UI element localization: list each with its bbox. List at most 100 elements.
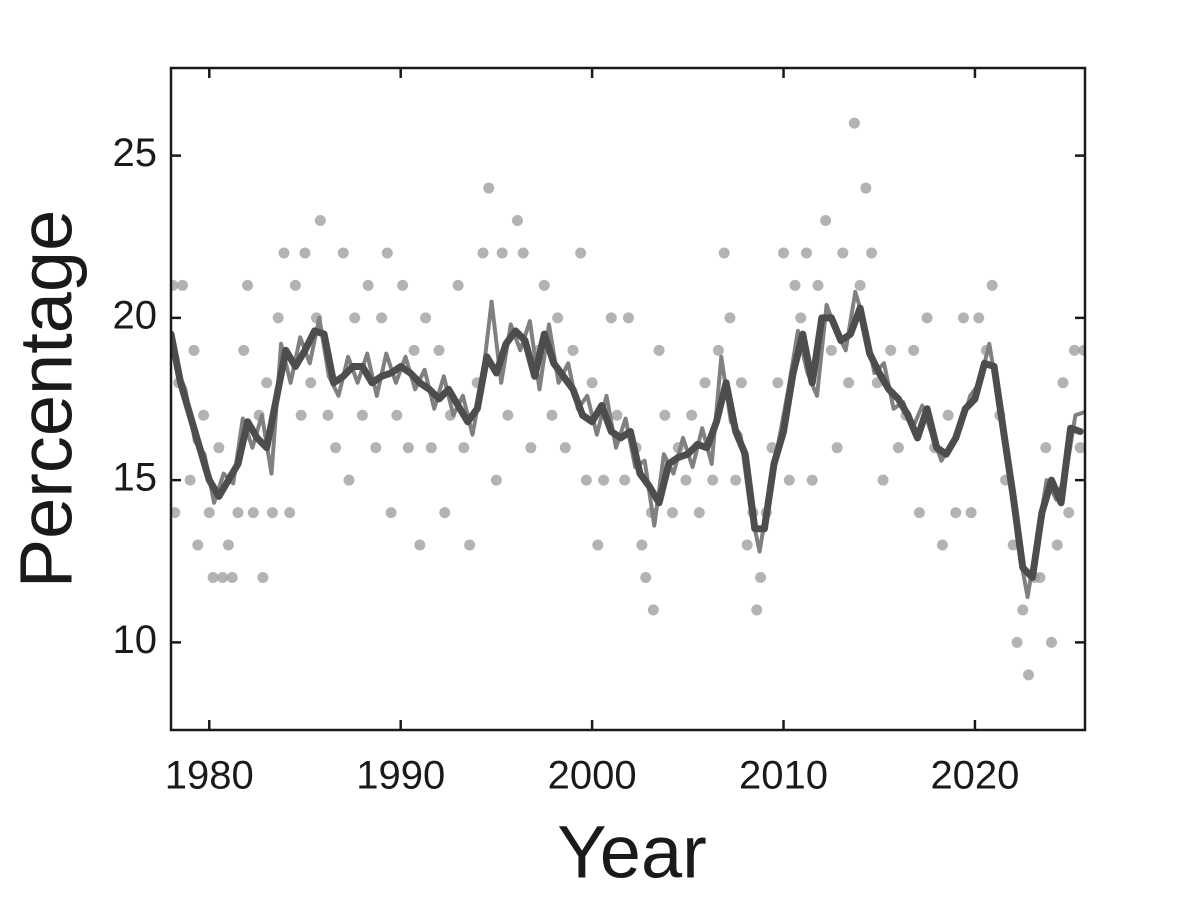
data-point [222,539,234,551]
data-point [825,344,837,356]
data-point [266,507,278,519]
data-point [567,344,579,356]
data-point [724,312,736,324]
data-point [718,247,730,259]
data-point [965,507,977,519]
data-point [552,312,564,324]
data-point [171,279,179,291]
x-tick-label: 2020 [930,754,1019,798]
data-point [647,604,659,616]
data-point [284,507,296,519]
data-point [517,247,529,259]
data-point [921,312,933,324]
data-point [605,312,617,324]
data-point [439,507,451,519]
data-point [653,344,665,356]
y-tick-label: 10 [113,618,158,662]
data-point [330,442,342,454]
data-point [778,247,790,259]
data-point [490,474,502,486]
data-point [559,442,571,454]
data-point [391,409,403,421]
data-point [278,247,290,259]
data-point [546,409,558,421]
data-point [735,377,747,389]
data-point [207,571,219,583]
data-point [425,442,437,454]
data-point [892,442,904,454]
data-point [772,377,784,389]
data-point [192,539,204,551]
data-point [730,474,742,486]
data-point [885,344,897,356]
data-point [299,247,311,259]
data-point [525,442,537,454]
data-point [1057,377,1069,389]
data-point [289,279,301,291]
data-point [314,215,326,227]
y-tick-label: 20 [113,293,158,337]
data-point [592,539,604,551]
data-point [908,344,920,356]
data-point [854,279,866,291]
x-tick-label: 2010 [739,754,828,798]
data-point [950,507,962,519]
data-point [936,539,948,551]
data-point [385,507,397,519]
data-point [337,247,349,259]
data-point [171,507,181,519]
data-point [538,279,550,291]
data-point [575,247,587,259]
data-point [242,279,254,291]
axes-box [169,66,1087,732]
data-point [232,507,244,519]
data-point [820,215,832,227]
data-point [806,474,818,486]
data-point [370,442,382,454]
data-point [198,409,210,421]
data-point [1074,442,1085,454]
data-point [322,409,334,421]
data-point [1046,636,1058,648]
data-point [877,474,889,486]
data-point [986,279,998,291]
data-point [1078,344,1085,356]
data-point [397,279,409,291]
data-point [942,409,954,421]
data-point [1034,571,1046,583]
data-point [659,409,671,421]
data-point [741,539,753,551]
data-point [667,507,679,519]
data-point [619,474,631,486]
data-point [362,279,374,291]
data-point [751,604,763,616]
data-point [699,377,711,389]
data-point [636,539,648,551]
data-point [1063,507,1075,519]
data-point [755,571,767,583]
y-tick-label: 15 [113,456,158,500]
y-tick-label: 25 [113,131,158,175]
data-point [257,571,269,583]
plot-area [171,117,1085,681]
data-point [402,442,414,454]
x-axis-label: Year [557,811,707,894]
data-point [477,247,489,259]
data-point [226,571,238,583]
data-point [1023,669,1035,681]
data-point [176,279,188,291]
y-axis-label: Percentage [5,210,88,589]
data-point [376,312,388,324]
data-point [831,442,843,454]
data-point [343,474,355,486]
x-tick-label: 1980 [165,754,254,798]
x-tick-label: 2000 [548,754,637,798]
data-line [171,304,1084,581]
data-point [622,312,634,324]
x-tick-label: 1990 [356,754,445,798]
data-point [458,442,470,454]
data-point [913,507,925,519]
data-point [217,571,229,583]
